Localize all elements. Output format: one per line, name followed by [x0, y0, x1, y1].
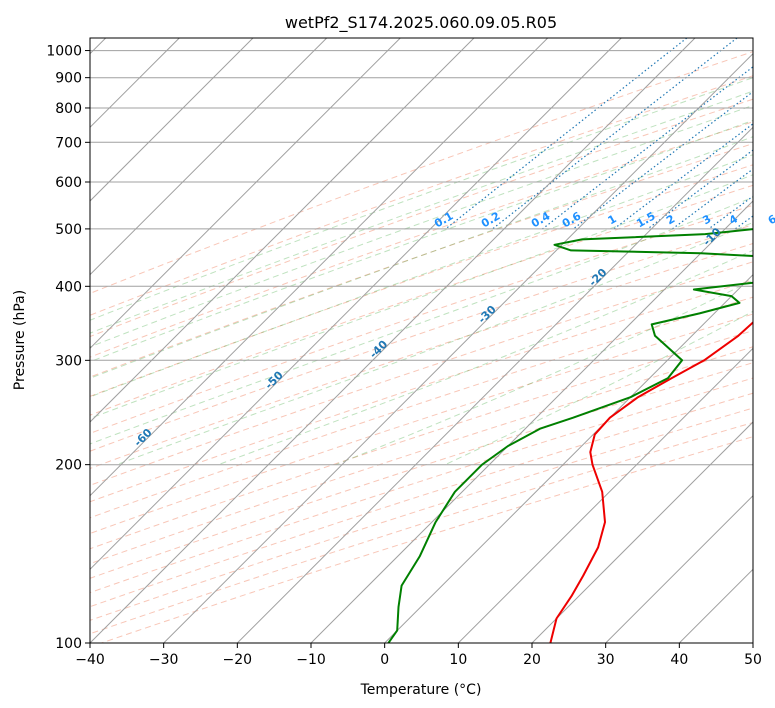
y-tick-label: 400 — [55, 279, 82, 295]
x-axis-ticks: −40 −30 −20 −10 0 10 20 30 40 50 — [75, 643, 762, 668]
isotherm-line — [605, 494, 753, 643]
isotherm-line — [90, 38, 549, 497]
dry-adiabat-line — [90, 98, 753, 338]
x-tick-label: 20 — [523, 652, 541, 668]
y-tick-label: 100 — [55, 636, 82, 652]
y-tick-label: 900 — [55, 71, 82, 87]
mixing-ratio-line — [672, 168, 753, 230]
isotherm-line — [163, 52, 753, 643]
x-tick-label: −30 — [149, 652, 179, 668]
dewpoint-profile-line — [387, 228, 753, 643]
grid-lines — [90, 38, 753, 643]
mixing-ratio-line — [613, 123, 753, 230]
mixing-ratio-line — [445, 38, 688, 230]
x-tick-label: 50 — [744, 652, 762, 668]
moist-adiabat-line — [90, 174, 753, 419]
moist-adiabat-line — [90, 154, 753, 398]
isotherm-line — [384, 273, 753, 643]
x-tick-label: −40 — [75, 652, 105, 668]
y-tick-label: 200 — [55, 458, 82, 474]
dry-adiabat-line — [90, 362, 753, 579]
temperature-profile-line — [549, 321, 753, 643]
y-tick-label: 600 — [55, 175, 82, 191]
y-axis-title: Pressure (hPa) — [12, 290, 28, 390]
moist-adiabat-line — [90, 196, 753, 445]
isotherm-line — [90, 38, 475, 423]
isotherm-line — [90, 38, 696, 643]
dry-adiabat-line — [90, 143, 753, 378]
isotherm-line — [90, 38, 328, 276]
x-tick-label: 10 — [449, 652, 467, 668]
y-axis-ticks: 1000 900 800 700 600 500 400 300 200 100 — [46, 44, 90, 652]
x-tick-label: 40 — [670, 652, 688, 668]
isotherm-line — [90, 38, 401, 350]
isotherm-line — [531, 421, 753, 643]
x-tick-label: −10 — [296, 652, 326, 668]
profile-lines — [387, 228, 753, 643]
reference-lines — [90, 38, 753, 643]
moist-adiabat-line — [90, 136, 753, 379]
isotherm-line — [310, 200, 753, 643]
moist-adiabat-line — [90, 119, 753, 363]
moist-adiabat-line — [335, 279, 753, 466]
y-tick-label: 800 — [55, 101, 82, 117]
x-tick-label: 0 — [380, 652, 389, 668]
plot-frame — [89, 37, 754, 644]
dry-adiabat-line — [90, 164, 753, 397]
moist-adiabat-line — [90, 77, 753, 321]
mixing-ratio-line — [542, 66, 753, 230]
isotherm-line — [90, 38, 622, 571]
dry-adiabat-line — [90, 346, 753, 565]
dry-adiabat-line — [90, 121, 753, 358]
isotherm-line — [90, 38, 254, 202]
x-tick-label: 30 — [597, 652, 615, 668]
y-tick-label: 1000 — [46, 44, 82, 60]
dry-adiabat-line — [90, 51, 753, 294]
x-tick-label: −20 — [223, 652, 253, 668]
isotherm-line — [236, 126, 753, 643]
mixing-ratio-label: 6 — [766, 212, 775, 227]
chart-title: wetPf2_S174.2025.060.09.05.R05 — [285, 13, 557, 33]
y-tick-label: 300 — [55, 353, 82, 369]
y-tick-label: 500 — [55, 222, 82, 238]
dry-adiabat-line — [90, 184, 753, 416]
dry-adiabat-line — [90, 330, 753, 550]
isotherm-line — [457, 347, 753, 643]
x-axis-title: Temperature (°C) — [360, 682, 482, 698]
dry-adiabat-line — [101, 436, 753, 643]
y-tick-label: 700 — [55, 135, 82, 151]
moist-adiabat-line — [218, 249, 753, 466]
